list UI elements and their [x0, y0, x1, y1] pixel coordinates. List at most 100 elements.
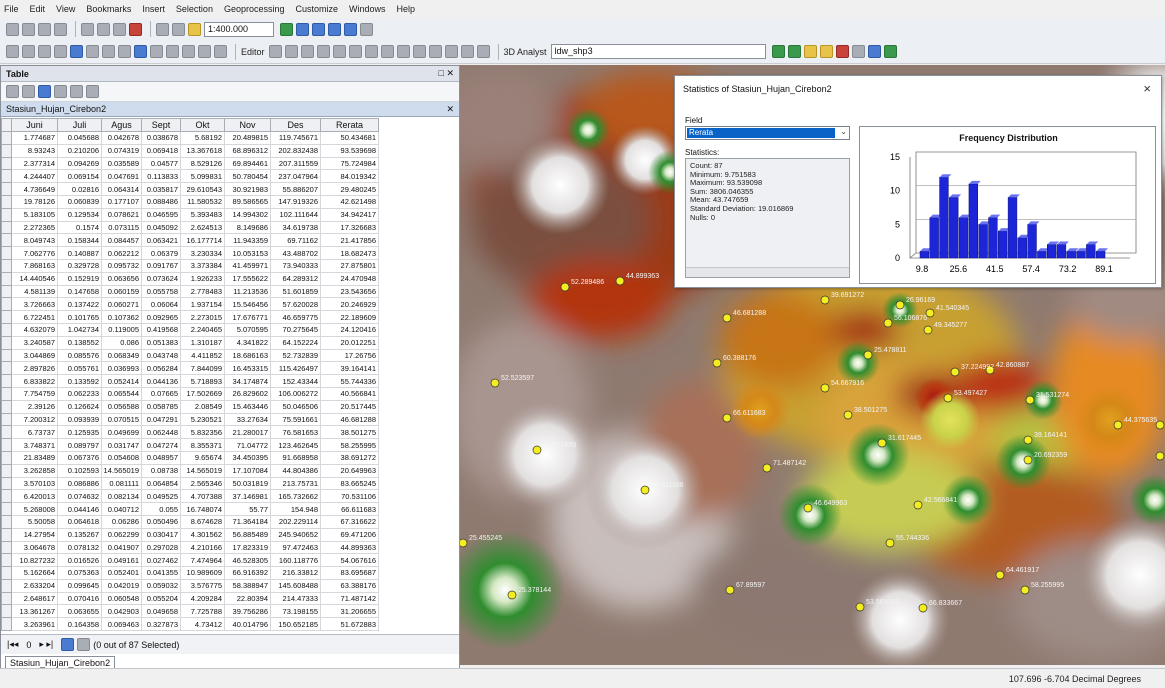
- table-row[interactable]: 13.361267 0.063655 0.042903 0.049658 7.72578…: [1, 604, 379, 619]
- first-record-icon[interactable]: |◂◂: [7, 639, 19, 649]
- measure-icon[interactable]: [214, 45, 227, 58]
- show-selected-records-icon[interactable]: [77, 638, 91, 651]
- rain-station-point[interactable]: [918, 603, 928, 613]
- new-doc-icon[interactable]: [6, 22, 19, 36]
- identify-icon[interactable]: [134, 45, 147, 58]
- row-selector[interactable]: [1, 233, 12, 248]
- clear-selection-icon[interactable]: [70, 85, 83, 98]
- table-row[interactable]: 1.774687 0.045688 0.042678 0.038678 5.68192 2…: [1, 131, 379, 145]
- row-selector[interactable]: [1, 604, 12, 619]
- row-selector[interactable]: [1, 399, 12, 414]
- row-selector[interactable]: [1, 527, 12, 542]
- column-header[interactable]: Agus: [101, 118, 142, 132]
- delete-icon[interactable]: [129, 22, 142, 36]
- menu-help[interactable]: Help: [396, 4, 416, 14]
- rain-station-point[interactable]: [507, 590, 517, 600]
- table-row[interactable]: 6.833822 0.133592 0.052414 0.044136 5.718893…: [1, 374, 379, 388]
- paste-icon[interactable]: [113, 22, 126, 36]
- column-header[interactable]: [1, 118, 12, 132]
- cut-icon[interactable]: [81, 22, 94, 36]
- create-contours-icon[interactable]: [771, 45, 785, 58]
- rain-station-point[interactable]: [885, 538, 895, 548]
- hyperlink-icon[interactable]: [166, 45, 179, 58]
- steepest-path-icon[interactable]: [787, 45, 801, 58]
- table-row[interactable]: 3.726663 0.137422 0.060271 0.06064 1.937154 1…: [1, 297, 379, 312]
- table-row[interactable]: 6.73737 0.125935 0.049699 0.062448 5.832356 2…: [1, 425, 379, 440]
- fixed-zoom-icon[interactable]: [38, 45, 51, 58]
- row-selector[interactable]: [1, 450, 12, 465]
- row-selector[interactable]: [1, 258, 12, 273]
- row-selector[interactable]: [1, 438, 12, 452]
- select-features-icon[interactable]: [118, 45, 131, 58]
- table-row[interactable]: 21.83489 0.067376 0.054608 0.048957 9.65674 3…: [1, 450, 379, 465]
- select-by-attributes-icon[interactable]: [38, 85, 51, 98]
- field-dropdown[interactable]: Rerata ⌄: [685, 126, 850, 140]
- row-selector[interactable]: [1, 182, 12, 196]
- column-header[interactable]: Juni: [11, 118, 58, 132]
- table-row[interactable]: 19.78126 0.060839 0.177107 0.088486 11.58053…: [1, 194, 379, 209]
- table-row[interactable]: 7.200312 0.093939 0.070515 0.047291 5.230521…: [1, 412, 379, 427]
- attribute-grid[interactable]: Juni Juli Agus Sept Okt Nov Des Rerata 1.774687…: [1, 118, 459, 633]
- menu-geoprocessing[interactable]: Geoprocessing: [223, 4, 285, 14]
- row-selector[interactable]: [1, 412, 12, 427]
- row-selector[interactable]: [1, 284, 12, 299]
- copy-icon[interactable]: [97, 22, 110, 36]
- table-row[interactable]: 5.50058 0.064618 0.06286 0.050496 8.674628 71…: [1, 514, 379, 529]
- editor-menu[interactable]: Editor: [241, 46, 265, 57]
- table-row[interactable]: 7.062776 0.140887 0.062212 0.06379 3.230334 1…: [1, 246, 379, 260]
- end-point-arc-icon[interactable]: [316, 45, 330, 58]
- profile-graph-icon[interactable]: [851, 45, 865, 58]
- table-row[interactable]: 4.581139 0.147658 0.060159 0.055758 2.778483…: [1, 284, 379, 299]
- back-extent-icon[interactable]: [86, 45, 99, 58]
- table-tab[interactable]: Stasiun_Hujan_Cirebon2 ✕: [1, 102, 459, 117]
- table-row[interactable]: 3.263961 0.164358 0.069463 0.327873 4.73412 4…: [1, 617, 379, 632]
- forward-extent-icon[interactable]: [102, 45, 115, 58]
- close-icon[interactable]: ×: [1143, 81, 1151, 96]
- cut-polygons-icon[interactable]: [396, 45, 410, 58]
- show-all-records-icon[interactable]: [61, 638, 75, 651]
- menu-bookmarks[interactable]: Bookmarks: [86, 4, 132, 14]
- table-row[interactable]: 4.736649 0.02816 0.064314 0.035817 29.610543…: [1, 182, 379, 196]
- rain-station-point[interactable]: [943, 393, 953, 403]
- horizontal-scrollbar[interactable]: [686, 267, 849, 277]
- split-icon[interactable]: [412, 45, 426, 58]
- table-row[interactable]: 2.377314 0.094269 0.035589 0.04577 8.529126 6…: [1, 156, 379, 171]
- table-row[interactable]: 7.868163 0.329728 0.095732 0.091767 3.373384…: [1, 258, 379, 273]
- column-header[interactable]: Nov: [224, 118, 271, 132]
- catalog-icon[interactable]: [312, 22, 325, 36]
- arcglobe-icon[interactable]: [883, 45, 897, 58]
- row-selector[interactable]: [1, 540, 12, 555]
- python-window-icon[interactable]: [360, 22, 373, 36]
- rain-station-point[interactable]: [820, 295, 830, 305]
- table-row[interactable]: 3.262858 0.102593 14.565019 0.08738 14.56501…: [1, 463, 379, 478]
- create-features-icon[interactable]: [476, 45, 490, 58]
- column-header[interactable]: Sept: [141, 118, 181, 132]
- table-row[interactable]: 4.632079 1.042734 0.119005 0.419568 2.240465…: [1, 322, 379, 337]
- table-row[interactable]: 8.049743 0.158344 0.084457 0.063421 16.17771…: [1, 233, 379, 248]
- rain-station-point[interactable]: [995, 570, 1005, 580]
- add-data-icon[interactable]: [188, 22, 201, 36]
- redo-icon[interactable]: [172, 22, 185, 36]
- table-row[interactable]: 2.633204 0.099645 0.042019 0.059032 3.576775…: [1, 578, 379, 593]
- rain-station-point[interactable]: [985, 365, 995, 375]
- table-options-icon[interactable]: [6, 85, 19, 98]
- row-selector[interactable]: [1, 156, 12, 171]
- table-row[interactable]: 2.39126 0.126624 0.056588 0.058785 2.08549 15…: [1, 399, 379, 414]
- menu-edit[interactable]: Edit: [29, 4, 46, 14]
- rotate-icon[interactable]: [428, 45, 442, 58]
- record-number[interactable]: 0: [26, 639, 32, 650]
- 3d-analyst-menu[interactable]: 3D Analyst: [503, 46, 547, 57]
- rain-station-point[interactable]: [1113, 420, 1123, 430]
- trace-icon[interactable]: [332, 45, 346, 58]
- print-icon[interactable]: [54, 22, 67, 36]
- row-selector[interactable]: [1, 143, 12, 158]
- rain-station-point[interactable]: [1155, 420, 1165, 430]
- table-row[interactable]: 5.162664 0.075363 0.052401 0.041355 10.98960…: [1, 566, 379, 580]
- row-selector[interactable]: [1, 425, 12, 440]
- rain-station-point[interactable]: [560, 282, 570, 292]
- menu-windows[interactable]: Windows: [349, 4, 386, 14]
- save-icon[interactable]: [38, 22, 51, 36]
- row-selector[interactable]: [1, 476, 12, 491]
- table-row[interactable]: 10.827232 0.016526 0.049161 0.027462 7.47496…: [1, 553, 379, 568]
- reshape-icon[interactable]: [380, 45, 394, 58]
